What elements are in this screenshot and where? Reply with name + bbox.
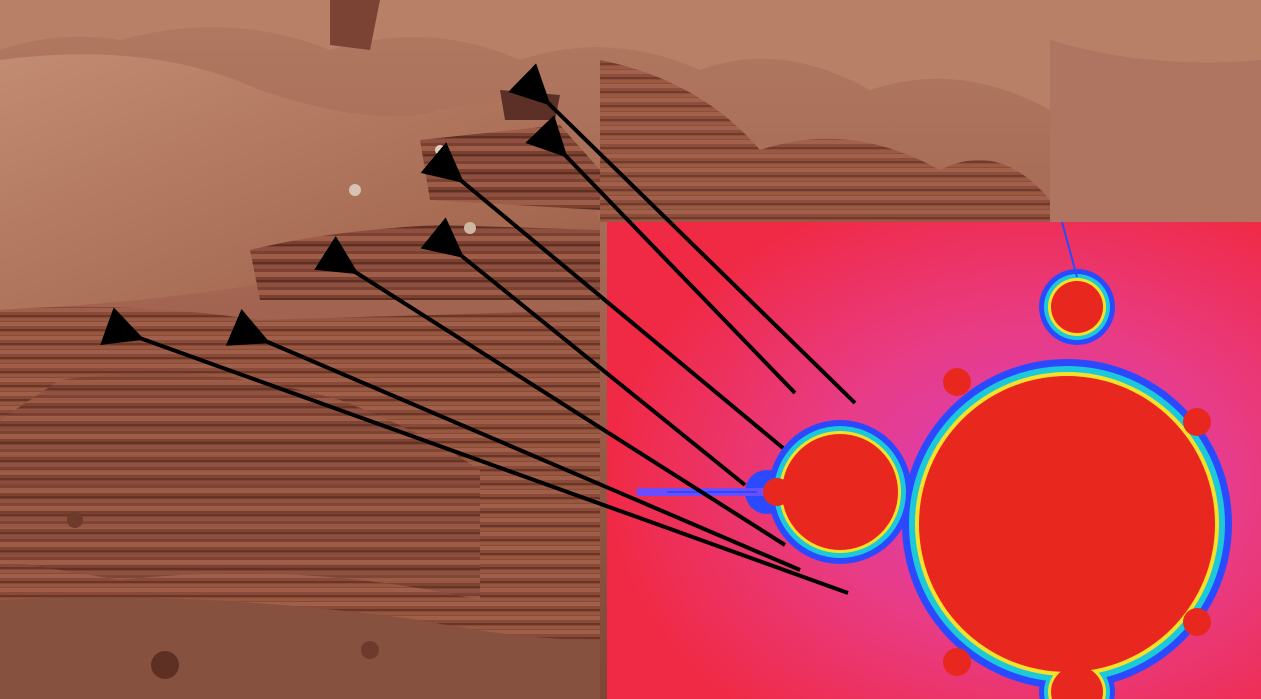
mandelbrot-fractal — [607, 222, 1261, 699]
